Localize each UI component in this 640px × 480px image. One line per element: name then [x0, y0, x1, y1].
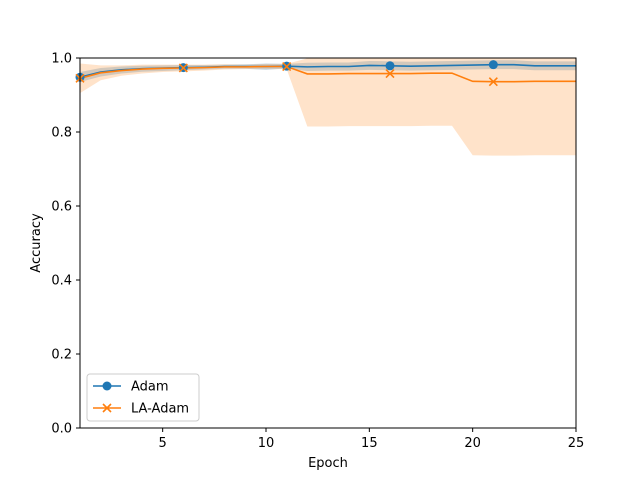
marker-la-adam-6: [178, 63, 188, 73]
y-tick-label-4: 0.8: [51, 126, 72, 141]
y-tick-label-3: 0.6: [51, 200, 72, 215]
legend-label-adam: Adam: [131, 380, 169, 395]
plot-frame: [79, 57, 577, 429]
y-tick-label-0: 0.0: [51, 422, 72, 437]
legend-marker-adam: [102, 381, 112, 391]
marker-la-adam-21: [488, 77, 498, 87]
y-axis-ticks: 0.0 0.2 0.4 0.6 0.8 1.0: [51, 52, 80, 437]
band-la-adam: [80, 58, 576, 156]
series-markers: [75, 60, 498, 87]
x-axis-ticks: 5 10 15 20 25: [159, 428, 585, 451]
marker-adam-16: [385, 61, 395, 71]
marker-la-adam-16: [385, 68, 395, 79]
marker-adam-21: [488, 60, 498, 70]
y-tick-label-5: 1.0: [51, 52, 72, 67]
legend-label-la-adam: LA-Adam: [131, 402, 189, 417]
y-axis-label: Accuracy: [29, 213, 44, 273]
x-tick-label-15: 15: [361, 436, 378, 451]
x-axis-label: Epoch: [308, 456, 348, 471]
marker-la-adam-11: [282, 61, 292, 72]
legend-marker-la-adam: [102, 403, 112, 413]
x-tick-label-25: 25: [568, 436, 585, 451]
y-tick-label-2: 0.4: [51, 274, 72, 289]
legend: Adam LA-Adam: [86, 373, 200, 422]
y-tick-label-1: 0.2: [51, 348, 72, 363]
x-tick-label-20: 20: [464, 436, 481, 451]
x-tick-label-10: 10: [258, 436, 275, 451]
x-tick-label-5: 5: [159, 436, 167, 451]
